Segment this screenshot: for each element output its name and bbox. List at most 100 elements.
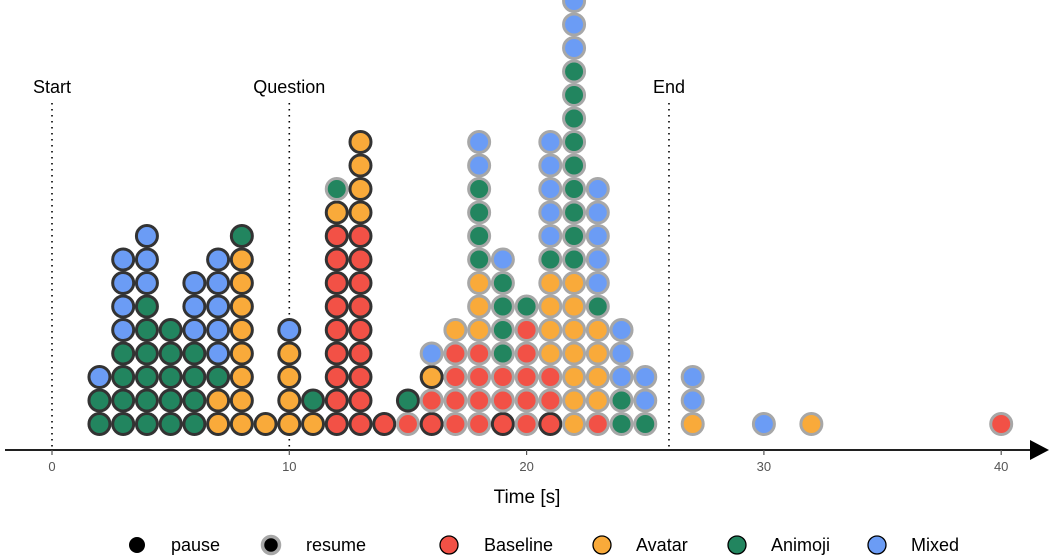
dot-animoji-resume: [490, 271, 515, 295]
dot-mixed-resume: [585, 271, 610, 295]
dot-mixed-pause: [134, 247, 159, 272]
dot-mixed-pause: [87, 365, 112, 389]
dot-avatar-pause: [348, 177, 373, 201]
dot-baseline-resume: [467, 388, 492, 413]
dot-baseline-pause: [348, 247, 373, 272]
dot-mixed-pause: [206, 294, 231, 319]
legend: pause resume Baseline Avatar Animoji Mixed: [129, 534, 959, 556]
dot-baseline-resume: [443, 412, 468, 436]
dot-baseline-resume: [538, 365, 563, 389]
dot-baseline-resume: [514, 341, 539, 366]
x-tick-label: 20: [519, 459, 533, 474]
legend-label: Baseline: [484, 535, 553, 555]
dot-animoji-resume: [562, 177, 587, 201]
dot-baseline-pause: [324, 247, 349, 272]
dot-avatar-pause: [229, 412, 254, 436]
dot-baseline-pause: [348, 224, 373, 248]
dot-mixed-pause: [111, 318, 136, 342]
dot-baseline-resume: [443, 365, 468, 389]
dot-baseline-pause: [324, 318, 349, 342]
dot-animoji-pause: [111, 412, 136, 436]
dot-baseline-pause: [324, 341, 349, 366]
dot-animoji-resume: [490, 294, 515, 319]
x-axis-label: Time [s]: [494, 487, 561, 508]
dot-avatar-resume: [538, 341, 563, 366]
dot-animoji-pause: [395, 388, 420, 413]
dot-animoji-resume: [538, 247, 563, 272]
dot-mixed-resume: [562, 12, 587, 37]
legend-mixed-icon: [867, 535, 887, 555]
dot-baseline-pause: [324, 271, 349, 295]
dot-baseline-resume: [514, 365, 539, 389]
dot-animoji-resume: [562, 224, 587, 248]
dot-avatar-resume: [538, 294, 563, 319]
dot-animoji-pause: [158, 365, 183, 389]
legend-baseline-icon: [439, 535, 459, 555]
dot-mixed-resume: [538, 224, 563, 248]
dot-animoji-pause: [111, 365, 136, 389]
dot-baseline-pause: [324, 365, 349, 389]
x-tick-label: 40: [994, 459, 1008, 474]
x-axis: 0 10 20 30 40: [5, 440, 1049, 474]
dot-avatar-pause: [277, 388, 302, 413]
dot-mixed-pause: [182, 318, 207, 342]
dot-baseline-pause: [538, 412, 563, 436]
dot-avatar-pause: [277, 341, 302, 366]
legend-animoji-icon: [727, 535, 747, 555]
dot-animoji-resume: [562, 200, 587, 225]
dot-baseline-resume: [419, 388, 444, 413]
dot-animoji-resume: [490, 341, 515, 366]
dot-baseline-resume: [443, 388, 468, 413]
event-label: Start: [33, 77, 71, 97]
dot-avatar-pause: [348, 200, 373, 225]
dot-animoji-resume: [514, 294, 539, 319]
dot-animoji-pause: [182, 365, 207, 389]
dot-animoji-pause: [182, 388, 207, 413]
dot-avatar-resume: [538, 271, 563, 295]
dot-baseline-resume: [443, 341, 468, 366]
dot-animoji-resume: [467, 224, 492, 248]
dot-baseline-resume: [514, 318, 539, 342]
dot-avatar-resume: [585, 388, 610, 413]
dot-avatar-resume: [562, 388, 587, 413]
legend-resume-icon: [260, 534, 282, 556]
dot-avatar-resume: [680, 412, 705, 436]
dot-avatar-resume: [467, 318, 492, 342]
dot-mixed-pause: [134, 271, 159, 295]
event-label: Question: [253, 77, 325, 97]
dot-avatar-pause: [229, 247, 254, 272]
dot-animoji-pause: [206, 365, 231, 389]
legend-label: pause: [171, 535, 220, 555]
dot-mixed-resume: [609, 341, 634, 366]
dot-mixed-resume: [538, 177, 563, 201]
dot-baseline-pause: [348, 388, 373, 413]
dot-baseline-resume: [585, 412, 610, 436]
dot-animoji-pause: [229, 224, 254, 248]
dot-animoji-resume: [490, 318, 515, 342]
legend-label: Animoji: [771, 535, 830, 555]
dot-baseline-resume: [514, 412, 539, 436]
dot-baseline-pause: [324, 294, 349, 319]
dot-animoji-resume: [609, 412, 634, 436]
dot-animoji-pause: [87, 388, 112, 413]
dot-mixed-resume: [633, 388, 658, 413]
dot-baseline-resume: [514, 388, 539, 413]
dot-baseline-resume: [467, 412, 492, 436]
dot-baseline-pause: [348, 318, 373, 342]
dot-mixed-resume: [680, 365, 705, 389]
dot-animoji-resume: [562, 130, 587, 154]
dot-avatar-pause: [229, 388, 254, 413]
dot-baseline-resume: [490, 388, 515, 413]
dot-mixed-pause: [182, 294, 207, 319]
dot-mixed-resume: [609, 318, 634, 342]
x-tick-label: 30: [757, 459, 771, 474]
dot-animoji-pause: [134, 294, 159, 319]
dot-mixed-resume: [680, 388, 705, 413]
dot-mixed-pause: [111, 271, 136, 295]
dot-animoji-pause: [158, 341, 183, 366]
x-tick-label: 0: [48, 459, 55, 474]
dot-mixed-resume: [538, 153, 563, 178]
dot-animoji-pause: [111, 388, 136, 413]
dot-avatar-resume: [585, 365, 610, 389]
